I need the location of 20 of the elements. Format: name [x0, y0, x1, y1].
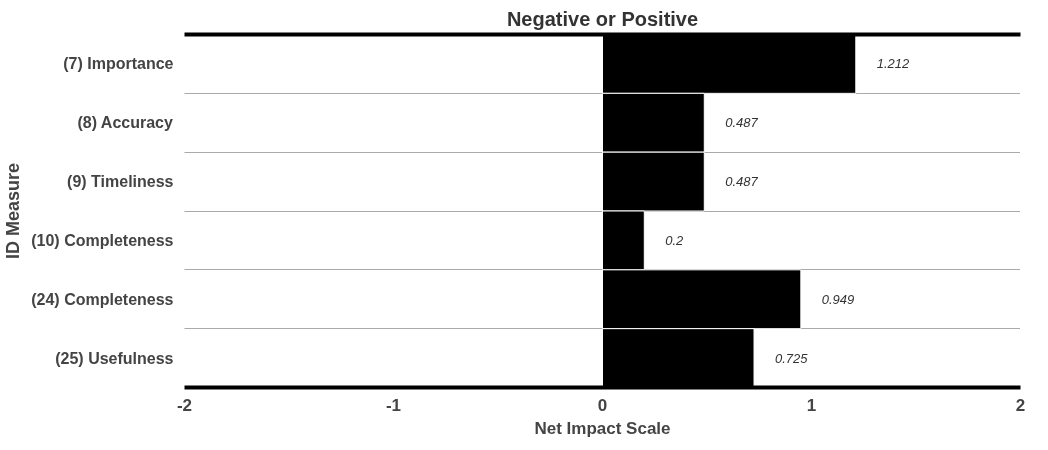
data-label: 0.2: [665, 232, 685, 248]
data-label: 1.212: [876, 56, 911, 72]
x-tick-label: 2: [1015, 395, 1026, 415]
x-axis-title: Net Impact Scale: [534, 418, 671, 438]
x-tick-label: 0: [597, 395, 608, 415]
y-tick-label: (7) Importance: [63, 55, 174, 73]
x-tick-label: -1: [385, 395, 402, 415]
data-label: 0.725: [774, 350, 809, 366]
chart-title: Negative or Positive: [506, 7, 699, 30]
data-label: 0.949: [821, 291, 855, 307]
data-label: 0.487: [725, 115, 759, 131]
y-tick-label: (24) Completeness: [31, 290, 174, 308]
x-tick-label: 1: [806, 395, 817, 415]
x-tick-label: -2: [176, 395, 193, 415]
data-label: 0.487: [725, 174, 759, 190]
y-axis-title: ID Measure: [3, 162, 24, 260]
y-tick-label: (9) Timeliness: [67, 173, 174, 191]
y-tick-label: (8) Accuracy: [77, 114, 174, 132]
y-tick-label: (10) Completeness: [31, 231, 174, 249]
y-tick-label: (25) Usefulness: [55, 349, 174, 367]
